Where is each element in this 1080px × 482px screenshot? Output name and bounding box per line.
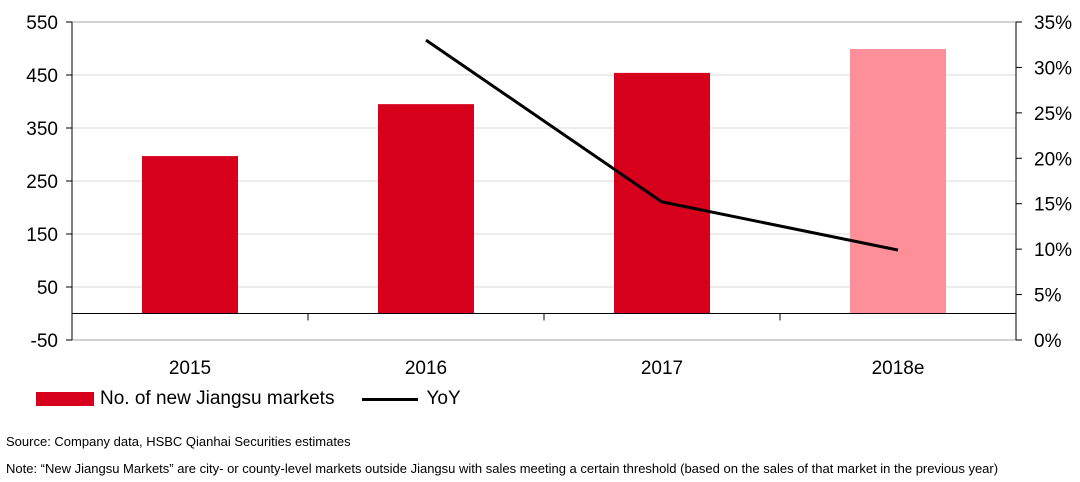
legend-label-markets: No. of new Jiangsu markets (100, 388, 335, 409)
bar-2018e (850, 49, 946, 314)
combo-chart: -50 50 150 250 350 450 550 0% 5% 10% 15% 20% 25% 30% 3… (26, 13, 1072, 379)
right-axis-tick-label: 15% (1034, 195, 1072, 216)
right-axis-tick-label: 0% (1034, 331, 1062, 352)
x-axis-label-2017: 2017 (641, 358, 683, 379)
legend-label-yoy: YoY (426, 388, 461, 409)
legend-swatch-line (362, 397, 419, 401)
left-axis-tick-label: 450 (26, 66, 58, 87)
left-axis-tick-label: -50 (31, 331, 58, 352)
right-axis-tick-label: 5% (1034, 286, 1062, 307)
legend-item-markets: No. of new Jiangsu markets (36, 388, 334, 410)
left-axis-tick-label: 350 (26, 119, 58, 140)
bar-2017 (614, 72, 710, 314)
legend-item-yoy: YoY (362, 388, 461, 410)
right-axis-tick-label: 35% (1034, 13, 1072, 34)
footnote: Note: “New Jiangsu Markets” are city- or… (6, 461, 999, 476)
left-axis-tick-label: 50 (37, 278, 58, 299)
left-axis-tick-label: 550 (26, 13, 58, 34)
source-note: Source: Company data, HSBC Qianhai Secur… (6, 434, 351, 449)
right-axis-tick-label: 20% (1034, 149, 1072, 170)
legend-swatch-bar (36, 392, 94, 406)
left-axis-tick-label: 250 (26, 172, 58, 193)
left-axis-tick-label: 150 (26, 225, 58, 246)
bar-2015 (142, 156, 238, 314)
legend: No. of new Jiangsu markets YoY (36, 388, 461, 410)
right-axis-tick-label: 30% (1034, 58, 1072, 79)
x-axis-label-2016: 2016 (405, 358, 447, 379)
right-axis-tick-label: 25% (1034, 104, 1072, 125)
right-axis-tick-label: 10% (1034, 240, 1072, 261)
bar-2016 (378, 104, 474, 314)
x-axis-label-2018e: 2018e (872, 358, 925, 379)
x-axis-label-2015: 2015 (169, 358, 211, 379)
